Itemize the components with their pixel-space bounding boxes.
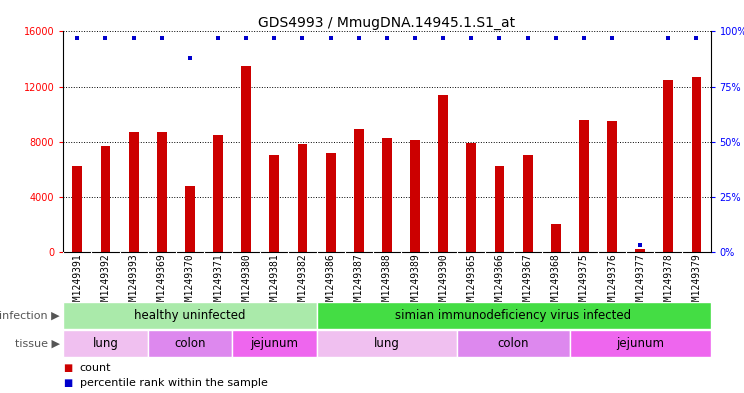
Text: simian immunodeficiency virus infected: simian immunodeficiency virus infected [396, 309, 632, 322]
Text: lung: lung [92, 337, 118, 350]
Text: GSM1249386: GSM1249386 [326, 253, 336, 312]
Point [634, 242, 646, 248]
Text: GSM1249393: GSM1249393 [129, 253, 138, 312]
Bar [129, 132, 138, 252]
Point [493, 35, 505, 41]
Point [212, 35, 224, 41]
Text: GSM1249369: GSM1249369 [157, 253, 167, 312]
Bar [495, 167, 504, 252]
Bar [466, 143, 476, 252]
Point [662, 35, 674, 41]
Text: jejunum: jejunum [250, 337, 298, 350]
Bar [157, 132, 167, 252]
Bar [298, 145, 307, 252]
Point [324, 35, 336, 41]
Point [550, 35, 562, 41]
Bar [438, 95, 448, 252]
Bar [354, 129, 364, 252]
Bar [382, 138, 392, 252]
Text: lung: lung [374, 337, 400, 350]
Bar [232, 330, 316, 357]
Title: GDS4993 / MmugDNA.14945.1.S1_at: GDS4993 / MmugDNA.14945.1.S1_at [258, 17, 516, 30]
Bar [691, 77, 702, 252]
Text: GSM1249377: GSM1249377 [635, 253, 645, 312]
Bar [326, 153, 336, 252]
Point [409, 35, 421, 41]
Text: GSM1249390: GSM1249390 [438, 253, 448, 312]
Bar [63, 330, 147, 357]
Bar [579, 119, 589, 252]
Point [381, 35, 393, 41]
Text: ■: ■ [63, 378, 72, 388]
Point [606, 35, 618, 41]
Text: percentile rank within the sample: percentile rank within the sample [80, 378, 268, 388]
Text: colon: colon [498, 337, 529, 350]
Bar [551, 224, 561, 252]
Point [184, 55, 196, 61]
Text: GSM1249366: GSM1249366 [495, 253, 504, 312]
Point [128, 35, 140, 41]
Bar [410, 140, 420, 252]
Text: tissue ▶: tissue ▶ [15, 338, 60, 349]
Text: GSM1249365: GSM1249365 [466, 253, 476, 312]
Text: jejunum: jejunum [616, 337, 664, 350]
Bar [523, 156, 533, 252]
Text: GSM1249381: GSM1249381 [269, 253, 279, 312]
Point [437, 35, 449, 41]
Text: GSM1249371: GSM1249371 [213, 253, 223, 312]
Point [155, 35, 167, 41]
Bar [316, 330, 458, 357]
Bar [63, 301, 316, 329]
Point [240, 35, 252, 41]
Text: GSM1249376: GSM1249376 [607, 253, 617, 312]
Bar [100, 146, 110, 252]
Point [353, 35, 365, 41]
Text: infection ▶: infection ▶ [0, 310, 60, 320]
Text: GSM1249378: GSM1249378 [664, 253, 673, 312]
Text: count: count [80, 362, 111, 373]
Bar [185, 186, 195, 252]
Text: GSM1249388: GSM1249388 [382, 253, 392, 312]
Point [269, 35, 280, 41]
Point [578, 35, 590, 41]
Bar [316, 301, 711, 329]
Text: ■: ■ [63, 362, 72, 373]
Text: GSM1249392: GSM1249392 [100, 253, 110, 312]
Text: GSM1249391: GSM1249391 [72, 253, 83, 312]
Text: GSM1249375: GSM1249375 [579, 253, 589, 312]
Text: healthy uninfected: healthy uninfected [134, 309, 246, 322]
Text: GSM1249387: GSM1249387 [353, 253, 364, 312]
Bar [72, 167, 83, 252]
Bar [635, 249, 645, 252]
Bar [241, 66, 251, 252]
Point [297, 35, 309, 41]
Point [100, 35, 112, 41]
Text: GSM1249370: GSM1249370 [185, 253, 195, 312]
Bar [213, 135, 223, 252]
Text: GSM1249367: GSM1249367 [522, 253, 533, 312]
Bar [269, 156, 279, 252]
Text: colon: colon [174, 337, 205, 350]
Bar [607, 121, 617, 252]
Point [465, 35, 477, 41]
Bar [147, 330, 232, 357]
Bar [664, 80, 673, 252]
Point [71, 35, 83, 41]
Point [690, 35, 702, 41]
Bar [458, 330, 570, 357]
Text: GSM1249368: GSM1249368 [551, 253, 561, 312]
Bar [570, 330, 711, 357]
Text: GSM1249379: GSM1249379 [691, 253, 702, 312]
Text: GSM1249382: GSM1249382 [298, 253, 307, 312]
Text: GSM1249389: GSM1249389 [410, 253, 420, 312]
Text: GSM1249380: GSM1249380 [241, 253, 251, 312]
Point [522, 35, 533, 41]
